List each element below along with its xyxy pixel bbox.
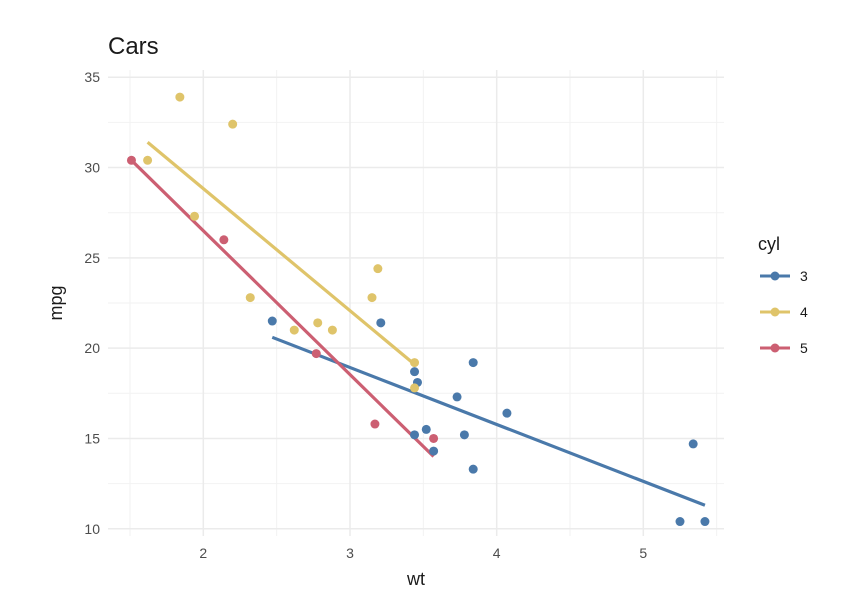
x-tick-label: 4 xyxy=(493,545,501,561)
data-point-cyl-3 xyxy=(468,358,478,368)
data-point-cyl-5 xyxy=(126,155,136,165)
data-points xyxy=(126,92,710,527)
data-point-cyl-4 xyxy=(373,264,383,274)
chart-title: Cars xyxy=(108,33,159,60)
legend-marker xyxy=(770,307,780,317)
legend-label: 4 xyxy=(800,304,808,320)
data-point-cyl-3 xyxy=(688,439,698,449)
y-tick-label: 35 xyxy=(84,69,100,85)
data-point-cyl-4 xyxy=(190,211,200,221)
data-point-cyl-4 xyxy=(143,155,153,165)
data-point-cyl-5 xyxy=(311,349,321,359)
legend-items: 3 4 5 xyxy=(760,268,808,356)
data-point-cyl-4 xyxy=(228,119,238,129)
legend-marker xyxy=(770,271,780,281)
y-axis-label: mpg xyxy=(46,285,66,320)
x-tick-labels: 2 3 4 5 xyxy=(199,545,647,561)
fit-line-cyl-4 xyxy=(146,141,416,366)
data-point-cyl-4 xyxy=(175,92,185,102)
data-point-cyl-4 xyxy=(410,358,420,368)
data-point-cyl-4 xyxy=(313,318,323,328)
x-axis-label: wt xyxy=(406,569,425,589)
data-point-cyl-3 xyxy=(452,392,462,402)
y-tick-label: 30 xyxy=(84,160,100,176)
data-point-cyl-3 xyxy=(468,464,478,474)
data-point-cyl-3 xyxy=(700,517,710,527)
data-point-cyl-3 xyxy=(459,430,469,440)
y-tick-label: 10 xyxy=(84,521,100,537)
data-point-cyl-3 xyxy=(421,424,431,434)
x-tick-label: 3 xyxy=(346,545,354,561)
data-point-cyl-4 xyxy=(410,383,420,393)
data-point-cyl-3 xyxy=(410,367,420,377)
y-tick-label: 15 xyxy=(84,430,100,446)
data-point-cyl-3 xyxy=(267,316,277,326)
y-tick-label: 20 xyxy=(84,340,100,356)
x-tick-label: 2 xyxy=(199,545,207,561)
legend-item-cyl-3: 3 xyxy=(760,268,808,284)
grid-major xyxy=(108,70,724,536)
data-point-cyl-5 xyxy=(219,235,229,245)
data-point-cyl-3 xyxy=(675,517,685,527)
data-point-cyl-4 xyxy=(367,293,377,303)
legend-item-cyl-5: 5 xyxy=(760,340,808,356)
legend-title: cyl xyxy=(758,234,780,254)
y-tick-label: 25 xyxy=(84,250,100,266)
data-point-cyl-3 xyxy=(410,430,420,440)
y-tick-labels: 10 15 20 25 30 35 xyxy=(84,69,100,537)
legend-label: 5 xyxy=(800,340,808,356)
data-point-cyl-5 xyxy=(429,433,439,443)
data-point-cyl-4 xyxy=(327,325,337,335)
data-point-cyl-4 xyxy=(289,325,299,335)
legend: cyl 3 4 5 xyxy=(758,234,808,356)
fit-line-cyl-5 xyxy=(130,159,435,458)
data-point-cyl-3 xyxy=(502,408,512,418)
data-point-cyl-5 xyxy=(370,419,380,429)
legend-marker xyxy=(770,343,780,353)
fit-line-cyl-3 xyxy=(271,335,706,507)
fit-lines xyxy=(130,141,706,507)
legend-item-cyl-4: 4 xyxy=(760,304,808,320)
data-point-cyl-4 xyxy=(245,293,255,303)
legend-label: 3 xyxy=(800,268,808,284)
data-point-cyl-3 xyxy=(376,318,386,328)
x-tick-label: 5 xyxy=(639,545,647,561)
data-point-cyl-3 xyxy=(429,446,439,456)
